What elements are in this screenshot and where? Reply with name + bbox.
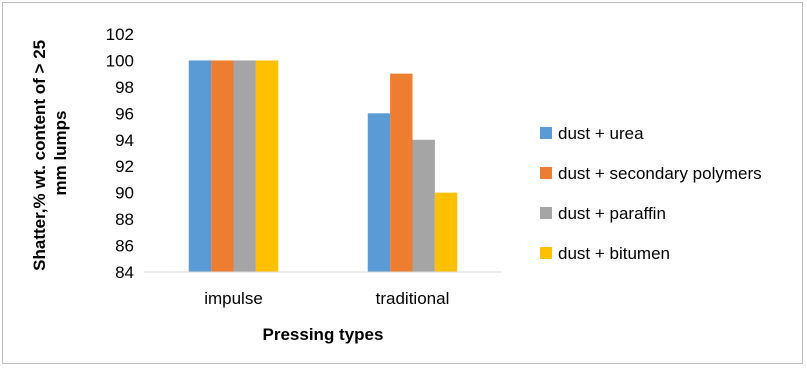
x-axis-categories: impulse traditional [204,289,449,308]
y-tick-label: 90 [115,184,134,203]
bar [211,60,234,272]
legend-label: dust + paraffin [558,204,666,223]
x-category-label: traditional [376,289,450,308]
y-tick-label: 84 [115,263,134,282]
bar [233,60,256,272]
legend-label: dust + secondary polymers [558,164,762,183]
bar [412,139,435,272]
y-axis-title-line-2: mm lumps [51,110,70,195]
bar [390,73,413,273]
y-tick-label: 98 [115,78,134,97]
legend-swatch [540,167,552,179]
bar [367,113,391,272]
bar [255,60,279,272]
x-category-label: impulse [204,289,263,308]
legend-swatch [540,247,552,259]
y-axis-title-line-1: Shatter,% wt. content of > 25 [30,40,49,271]
y-axis-title: Shatter,% wt. content of > 25 mm lumps [30,35,70,271]
y-tick-label: 92 [115,157,134,176]
y-tick-label: 86 [115,237,134,256]
y-tick-label: 100 [106,51,134,70]
y-tick-label: 102 [106,25,134,44]
bars [188,60,458,273]
legend-label: dust + bitumen [558,244,670,263]
legend-swatch [540,207,552,219]
legend: dust + urea dust + secondary polymers dust… [540,124,762,263]
bar [188,60,212,272]
legend-swatch [540,127,552,139]
x-axis-title: Pressing types [263,325,384,344]
bar [434,192,458,272]
y-axis-ticks: 84 86 88 90 92 94 96 98 100 102 [106,25,134,282]
y-tick-label: 96 [115,104,134,123]
y-tick-label: 94 [115,131,134,150]
y-tick-label: 88 [115,210,134,229]
legend-label: dust + urea [558,124,644,143]
